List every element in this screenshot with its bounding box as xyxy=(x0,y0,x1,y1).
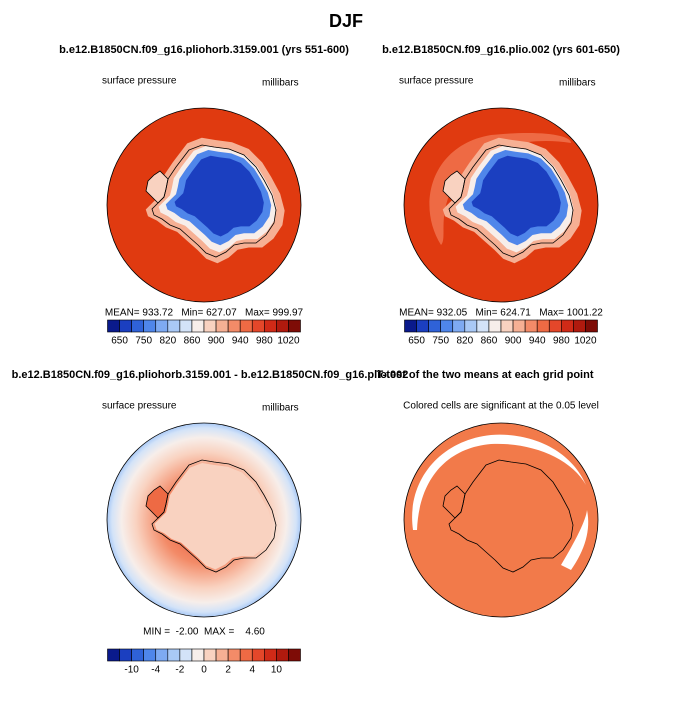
colorbar-box xyxy=(191,319,205,333)
colorbar-label: 4 xyxy=(249,665,255,676)
colorbar-box xyxy=(452,319,466,333)
colorbar-box xyxy=(585,319,598,333)
colorbar-box xyxy=(227,319,241,333)
colorbar-box xyxy=(131,648,144,662)
colorbar-box xyxy=(512,319,526,333)
colorbar-label: 1020 xyxy=(277,336,300,347)
colorbar-box xyxy=(167,648,181,662)
colorbar-box xyxy=(239,648,253,662)
colorbar-box xyxy=(276,648,289,662)
colorbar-label: 900 xyxy=(505,336,522,347)
colorbar-box xyxy=(476,319,490,333)
colorbar-label: 820 xyxy=(159,336,176,347)
colorbar-box xyxy=(239,319,253,333)
colorbar-box xyxy=(416,319,429,333)
colorbar-box xyxy=(536,319,550,333)
colorbar-label: 650 xyxy=(408,336,425,347)
panel-label: surface pressure xyxy=(102,76,177,87)
stats: MEAN= 933.72 Min= 627.07 Max= 999.97 xyxy=(105,308,304,319)
colorbar-label: -4 xyxy=(151,665,160,676)
colorbar-box xyxy=(464,319,478,333)
colorbar-label: 940 xyxy=(232,336,249,347)
colorbar-box xyxy=(107,319,120,333)
colorbar-box xyxy=(119,319,132,333)
colorbar-label: 940 xyxy=(529,336,546,347)
colorbar-label: 820 xyxy=(456,336,473,347)
colorbar-box xyxy=(264,319,277,333)
colorbar-box xyxy=(167,319,181,333)
colorbar-box xyxy=(107,648,120,662)
stats: MEAN= 932.05 Min= 624.71 Max= 1001.22 xyxy=(399,308,603,319)
colorbar-label: 650 xyxy=(111,336,128,347)
panel-units: millibars xyxy=(262,403,299,414)
colorbar-label: 750 xyxy=(135,336,152,347)
stats: MIN = -2.00 MAX = 4.60 xyxy=(143,627,265,638)
panel-label: Colored cells are significant at the 0.0… xyxy=(403,401,599,412)
colorbar-box xyxy=(155,648,169,662)
colorbar-label: 0 xyxy=(201,665,207,676)
panel-title: b.e12.B1850CN.f09_g16.pliohorb.3159.001 … xyxy=(59,44,349,56)
map xyxy=(106,107,302,303)
colorbar-box xyxy=(500,319,514,333)
map xyxy=(403,107,599,303)
colorbar-label: -2 xyxy=(175,665,184,676)
colorbar-box xyxy=(573,319,586,333)
colorbar-label: 10 xyxy=(271,665,283,676)
panel-label: surface pressure xyxy=(102,401,177,412)
colorbar-box xyxy=(227,648,241,662)
colorbar-box xyxy=(251,319,265,333)
colorbar-box xyxy=(179,648,193,662)
colorbar-label: 980 xyxy=(553,336,570,347)
map xyxy=(403,422,599,618)
colorbar-box xyxy=(488,319,502,333)
panel-title: T-test of the two means at each grid poi… xyxy=(377,369,594,381)
panel-units: millibars xyxy=(262,78,299,89)
colorbar-box xyxy=(143,319,157,333)
panel-units: millibars xyxy=(559,78,596,89)
colorbar-label: 860 xyxy=(481,336,498,347)
colorbar-label: 2 xyxy=(225,665,231,676)
colorbar-box xyxy=(203,319,217,333)
colorbar-box xyxy=(203,648,217,662)
colorbar-box xyxy=(119,648,132,662)
colorbar-label: 980 xyxy=(256,336,273,347)
colorbar-box xyxy=(288,319,301,333)
panel-label: surface pressure xyxy=(399,76,474,87)
colorbar-label: -10 xyxy=(124,665,139,676)
colorbar-box xyxy=(428,319,441,333)
colorbar-box xyxy=(143,648,157,662)
colorbar-box xyxy=(524,319,538,333)
colorbar-box xyxy=(155,319,169,333)
colorbar-box xyxy=(288,648,301,662)
colorbar-box xyxy=(264,648,277,662)
colorbar-label: 860 xyxy=(184,336,201,347)
colorbar-label: 750 xyxy=(432,336,449,347)
colorbar-box xyxy=(179,319,193,333)
colorbar-box xyxy=(251,648,265,662)
panel-title: b.e12.B1850CN.f09_g16.pliohorb.3159.001 … xyxy=(12,369,409,381)
colorbar-label: 1020 xyxy=(574,336,597,347)
colorbar-box xyxy=(276,319,289,333)
figure-title: DJF xyxy=(329,11,363,31)
colorbar-box xyxy=(404,319,417,333)
colorbar-box xyxy=(215,319,229,333)
colorbar-label: 900 xyxy=(208,336,225,347)
colorbar-box xyxy=(440,319,454,333)
map xyxy=(106,422,302,618)
colorbar-box xyxy=(191,648,205,662)
colorbar-box xyxy=(215,648,229,662)
panel-title: b.e12.B1850CN.f09_g16.plio.002 (yrs 601-… xyxy=(382,44,620,56)
colorbar-box xyxy=(561,319,574,333)
colorbar-box xyxy=(548,319,562,333)
colorbar-box xyxy=(131,319,144,333)
